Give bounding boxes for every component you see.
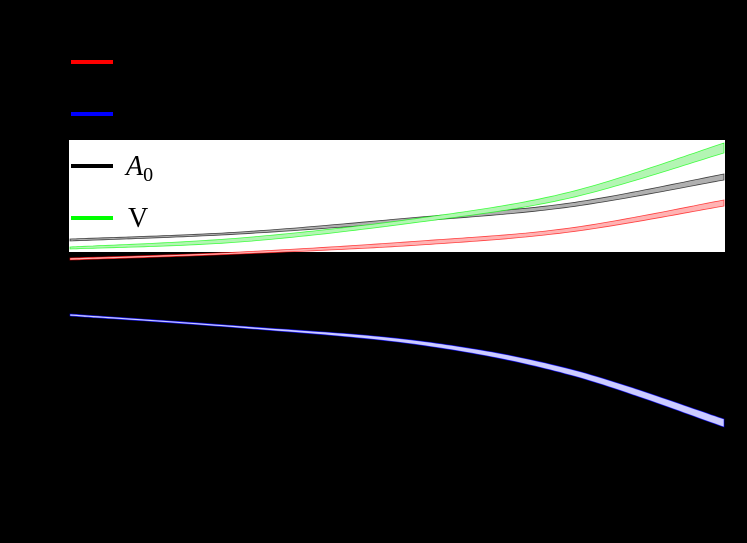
curve-band-0 [69,199,725,261]
curve-band-3 [69,142,725,250]
curve-band-2 [69,173,725,242]
legend [71,60,113,220]
legend-label-v: V [128,203,149,234]
legend-label-a0: A0 [126,151,154,186]
curve-band-1 [69,313,725,428]
curves-layer [69,142,725,428]
